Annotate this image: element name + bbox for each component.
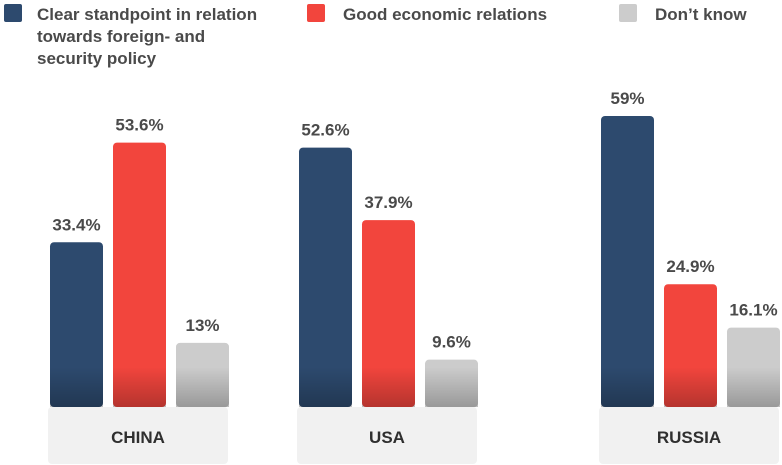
- legend-swatch-clear-standpoint: [4, 4, 22, 22]
- legend-label-line: Don’t know: [655, 5, 747, 24]
- bar-group-china: CHINA 33.4% 53.6% 13%: [48, 116, 229, 464]
- bar-china-series-1: [113, 142, 166, 407]
- value-label-russia-series-1: 24.9%: [666, 257, 714, 276]
- bar-group-usa: USA 52.6% 37.9% 9.6%: [297, 121, 478, 464]
- legend-label-dont-know: Don’t know: [655, 5, 747, 24]
- category-box-china: [48, 407, 228, 464]
- legend-label-line: towards foreign- and: [37, 27, 205, 46]
- legend-swatch-good-economic-relations: [307, 4, 325, 22]
- legend-label-line: security policy: [37, 49, 157, 68]
- bar-shade: [664, 367, 717, 407]
- value-label-usa-series-0: 52.6%: [301, 121, 349, 140]
- legend-swatch-dont-know: [619, 4, 637, 22]
- legend-label-good-economic-relations: Good economic relations: [343, 5, 547, 24]
- category-label-usa: USA: [369, 428, 405, 447]
- bar-usa-series-1: [362, 220, 415, 407]
- value-label-russia-series-2: 16.1%: [729, 301, 777, 320]
- bar-shade: [113, 367, 166, 407]
- bar-shade: [299, 367, 352, 407]
- value-label-china-series-0: 33.4%: [52, 215, 100, 234]
- legend-label-clear-standpoint: Clear standpoint in relation towards for…: [37, 5, 262, 68]
- bar-shade: [601, 367, 654, 407]
- legend-label-line: Good economic relations: [343, 5, 547, 24]
- value-label-china-series-1: 53.6%: [115, 116, 163, 135]
- bar-shade: [176, 367, 229, 407]
- bar-china-series-0: [50, 242, 103, 407]
- value-label-usa-series-1: 37.9%: [364, 193, 412, 212]
- legend: Clear standpoint in relation towards for…: [4, 4, 747, 68]
- category-box-usa: [297, 407, 477, 464]
- value-label-usa-series-2: 9.6%: [432, 333, 471, 352]
- bar-shade: [425, 367, 478, 407]
- category-box-russia: [599, 407, 779, 464]
- category-label-china: CHINA: [111, 428, 165, 447]
- value-label-china-series-2: 13%: [185, 316, 219, 335]
- category-label-russia: RUSSIA: [657, 428, 721, 447]
- bar-group-russia: RUSSIA 59% 24.9% 16.1%: [599, 89, 780, 464]
- bar-shade: [727, 367, 780, 407]
- bar-shade: [50, 367, 103, 407]
- bar-usa-series-0: [299, 147, 352, 407]
- value-label-russia-series-0: 59%: [610, 89, 644, 108]
- legend-label-line: Clear standpoint in relation: [37, 5, 257, 24]
- bar-shade: [362, 367, 415, 407]
- bar-russia-series-0: [601, 116, 654, 407]
- plot-area: CHINA 33.4% 53.6% 13% USA 52.6% 37.9% 9.6% RUSSI…: [48, 89, 780, 464]
